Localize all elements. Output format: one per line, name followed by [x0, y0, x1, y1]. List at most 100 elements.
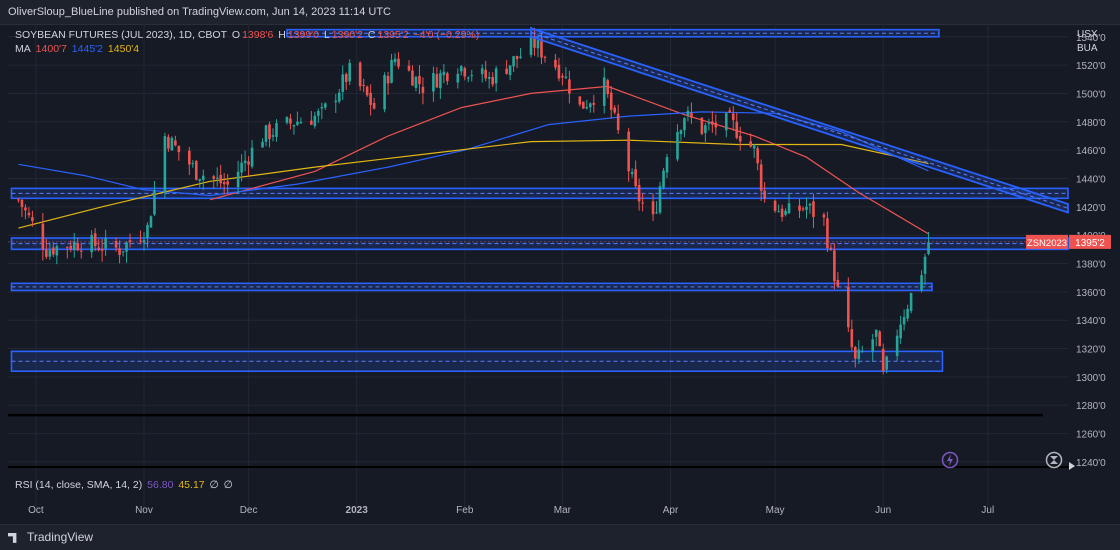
- candle-body: [236, 171, 240, 188]
- candle-body: [337, 92, 341, 102]
- candle-body: [543, 56, 547, 58]
- candle-body: [411, 70, 414, 86]
- candle-body: [174, 140, 177, 146]
- candle-body: [191, 163, 195, 165]
- rsi-value: 56.80: [147, 479, 174, 491]
- price-chart[interactable]: 1240'0 1260'0 1280'0 1300'0 1320'0 1340'0 1360…: [0, 24, 1120, 524]
- trend-midline: [530, 32, 1069, 209]
- candle-body: [24, 207, 27, 211]
- candle-body: [414, 76, 418, 88]
- moving-average-line: [18, 139, 929, 229]
- candle-body: [895, 335, 899, 356]
- candle-body: [219, 174, 222, 184]
- symbol-legend[interactable]: SOYBEAN FUTURES (JUL 2023), 1D, CBOT O 13…: [15, 29, 481, 41]
- zone-rect: [10, 282, 933, 292]
- support-resistance-zones: [10, 28, 1069, 373]
- candle-body: [317, 110, 320, 116]
- candle-body: [826, 218, 829, 249]
- candle-body: [456, 73, 460, 83]
- candle-body: [529, 37, 533, 55]
- candle-body: [76, 243, 80, 251]
- candle-body: [927, 242, 930, 255]
- candle-body: [121, 251, 125, 253]
- candle-body: [658, 186, 662, 213]
- symbol-tag-label: ZSN2023: [1027, 238, 1067, 249]
- rsi-legend[interactable]: RSI (14, close, SMA, 14, 2) 56.80 45.17 …: [15, 479, 235, 491]
- candle-body: [906, 308, 909, 319]
- candle-body: [533, 38, 536, 48]
- ma-legend[interactable]: MA 1400'7 1445'2 1450'4: [15, 43, 141, 55]
- high-value: 1399'0: [287, 29, 320, 41]
- candle-body: [480, 68, 484, 75]
- candlesticks: [17, 26, 930, 375]
- footer-bar: TradingView: [0, 524, 1120, 550]
- last-price-label: 1395'2: [1075, 238, 1105, 249]
- time-tick-label: May: [766, 505, 785, 516]
- chart-canvas[interactable]: 1240'0 1260'0 1280'0 1300'0 1320'0 1340'0 1360…: [0, 24, 1120, 524]
- price-tick-label: 1480'0: [1076, 118, 1106, 129]
- candle-body: [167, 136, 170, 149]
- time-tick-label: Oct: [28, 505, 44, 516]
- candle-body: [146, 224, 149, 239]
- candle-body: [484, 69, 487, 79]
- candle-body: [369, 92, 372, 105]
- chart-extras: ZSN2023 1395'2: [8, 234, 1111, 470]
- candle-body: [609, 92, 613, 110]
- candle-body: [878, 331, 882, 347]
- candle-body: [222, 182, 226, 185]
- candle-body: [383, 75, 386, 110]
- time-tick-label: 2023: [346, 505, 369, 516]
- price-tick-label: 1320'0: [1076, 345, 1106, 356]
- candle-body: [198, 179, 202, 181]
- candle-body: [630, 171, 634, 175]
- candle-body: [31, 217, 34, 222]
- candle-body: [372, 102, 376, 109]
- moving-average-line: [18, 111, 929, 197]
- brand-name: TradingView: [27, 530, 94, 544]
- candle-body: [606, 80, 610, 95]
- candle-body: [749, 141, 752, 147]
- candle-body: [763, 190, 766, 199]
- candle-body: [17, 199, 20, 201]
- candle-body: [177, 145, 181, 153]
- tradingview-logo-icon: [8, 532, 17, 543]
- candle-body: [432, 73, 435, 92]
- candle-body: [777, 211, 780, 213]
- tradingview-logo[interactable]: TradingView: [8, 530, 93, 544]
- candle-body: [540, 38, 543, 58]
- candle-body: [519, 56, 522, 59]
- price-tick-label: 1420'0: [1076, 203, 1106, 214]
- ma-label: MA: [15, 43, 31, 55]
- candle-body: [104, 238, 107, 249]
- candle-body: [93, 233, 97, 247]
- candle-body: [344, 73, 348, 82]
- candle-body: [616, 113, 620, 131]
- rsi-v4: ∅: [223, 479, 233, 491]
- price-tick-label: 1240'0: [1076, 458, 1106, 469]
- symbol-line: SOYBEAN FUTURES (JUL 2023), 1D, CBOT: [15, 29, 227, 41]
- close-label: C: [367, 29, 376, 41]
- low-label: L: [323, 29, 330, 41]
- candle-body: [118, 248, 121, 255]
- open-value: 1398'6: [242, 29, 274, 41]
- candle-body: [690, 112, 693, 118]
- candle-body: [798, 205, 801, 211]
- candle-body: [850, 329, 854, 348]
- time-tick-label: Jun: [875, 505, 891, 516]
- downtrend-channel: [530, 27, 1069, 214]
- candle-body: [362, 84, 365, 86]
- grid-lines: [8, 24, 1068, 514]
- low-value: 1390'2: [331, 29, 363, 41]
- candle-body: [847, 286, 850, 328]
- time-tick-label: Dec: [240, 505, 258, 516]
- price-tick-label: 1520'0: [1076, 61, 1106, 72]
- candle-body: [142, 240, 146, 243]
- candle-body: [582, 101, 585, 109]
- candle-body: [724, 113, 728, 131]
- candle-body: [512, 56, 515, 67]
- candle-body: [909, 293, 913, 311]
- candle-body: [505, 68, 508, 74]
- candle-body: [665, 157, 669, 173]
- candle-body: [299, 121, 303, 124]
- candle-body: [470, 75, 474, 77]
